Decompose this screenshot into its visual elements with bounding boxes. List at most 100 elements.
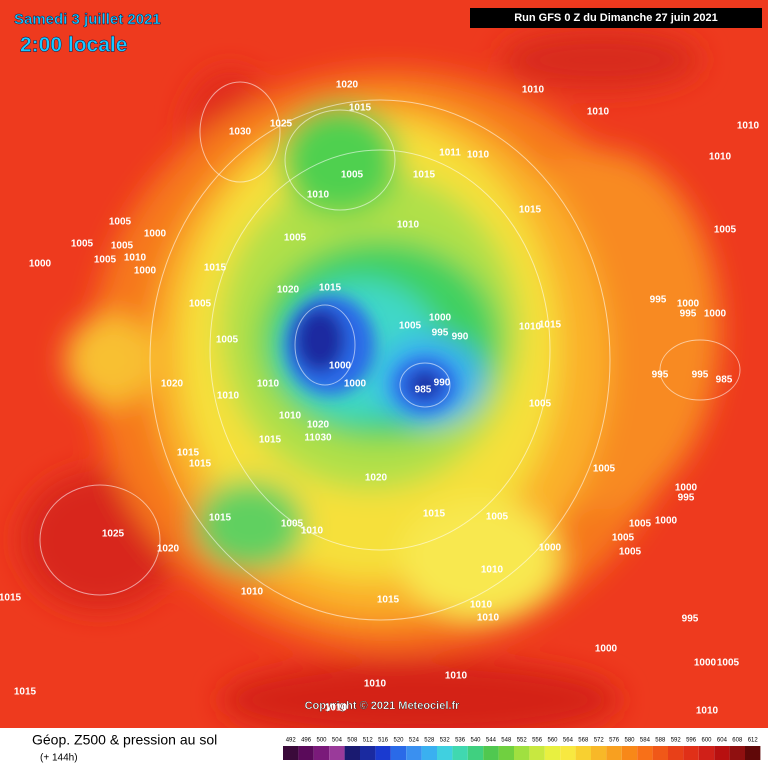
isobar-label: 1005 — [341, 170, 364, 181]
legend-tick-label: 544 — [486, 738, 497, 744]
isobar-label: 1015 — [319, 283, 342, 294]
isobar-label: 1015 — [423, 509, 446, 520]
legend-tick-label: 504 — [332, 738, 343, 744]
isobar-label: 1020 — [157, 544, 180, 555]
isobar-label: 1010 — [307, 190, 330, 201]
legend-swatch — [406, 746, 422, 760]
legend-tick-label: 604 — [717, 738, 728, 744]
isobar-label: 995 — [650, 295, 667, 306]
isobar-label: 11030 — [304, 433, 332, 444]
isobar-label: 1005 — [593, 464, 616, 475]
isobar-label: 1000 — [675, 483, 698, 494]
legend-swatch — [452, 746, 468, 760]
map-field — [0, 0, 768, 728]
legend-tick-label: 508 — [347, 738, 358, 744]
footer-title: Géop. Z500 & pression au sol — [32, 732, 217, 748]
isobar-label: 1015 — [349, 103, 372, 114]
isobar-label: 1005 — [619, 547, 642, 558]
isobar-label: 1015 — [377, 595, 400, 606]
legend-swatch — [483, 746, 499, 760]
legend-swatch — [729, 746, 745, 760]
isobar-label: 1000 — [429, 313, 452, 324]
isobar-label: 1010 — [241, 587, 264, 598]
isobar-label: 1005 — [281, 519, 304, 530]
isobar-label: 995 — [652, 370, 669, 381]
legend-swatch — [606, 746, 622, 760]
isobar-label: 1000 — [344, 379, 367, 390]
footer-subtitle: (+ 144h) — [40, 753, 78, 764]
isobar-label: 1005 — [71, 239, 94, 250]
isobar-label: 1000 — [655, 516, 678, 527]
isolines — [39, 81, 741, 621]
legend-swatch — [514, 746, 530, 760]
legend-swatch — [298, 746, 314, 760]
isobar-label: 995 — [680, 309, 697, 320]
isobar-label: 1000 — [134, 266, 157, 277]
legend-tick-label: 536 — [455, 738, 466, 744]
legend-swatch — [745, 746, 761, 760]
isobar-label: 985 — [415, 385, 432, 396]
isobar-label: 1010 — [325, 703, 348, 714]
isobar-label: 1000 — [539, 543, 562, 554]
legend-swatch — [283, 746, 299, 760]
isobar-label: 1015 — [177, 448, 200, 459]
isobar-label: 1025 — [102, 529, 125, 540]
legend-tick-label: 588 — [655, 738, 666, 744]
isobar-label: 1005 — [486, 512, 509, 523]
isobar-label: 1015 — [413, 170, 436, 181]
isobar-label: 1010 — [124, 253, 147, 264]
isobar-label: 1005 — [529, 399, 552, 410]
legend-swatch — [313, 746, 330, 760]
legend-tick-label: 560 — [547, 738, 558, 744]
isobar-label: 1005 — [94, 255, 117, 266]
legend-tick-label: 500 — [316, 738, 327, 744]
legend-tick-label: 548 — [501, 738, 512, 744]
isobar-label: 1005 — [399, 321, 422, 332]
legend-swatch — [375, 746, 391, 760]
legend-swatch — [591, 746, 607, 760]
isobar-label: 1025 — [270, 119, 293, 130]
isobar-label: 1015 — [519, 205, 542, 216]
isobar-label: 995 — [432, 328, 449, 339]
isobar-label: 1005 — [714, 225, 737, 236]
isobar-label: 1020 — [336, 80, 359, 91]
legend-swatch — [390, 746, 407, 760]
isobar-label: 1010 — [217, 391, 240, 402]
copyright: Copyright © 2021 Meteociel.fr — [305, 700, 461, 712]
isobar-label: 1010 — [257, 379, 280, 390]
legend-tick-label: 580 — [624, 738, 635, 744]
legend-tick-label: 596 — [686, 738, 697, 744]
isobar-label: 1005 — [629, 519, 652, 530]
isobar-label: 1011 — [439, 148, 461, 159]
isobar-label: 1005 — [216, 335, 239, 346]
isobar-label: 1020 — [277, 285, 300, 296]
legend-swatch — [714, 746, 730, 760]
legend-tick-label: 552 — [517, 738, 528, 744]
isobar-label: 1000 — [694, 658, 717, 669]
legend-tick-label: 540 — [470, 738, 481, 744]
isobar-label: 1010 — [477, 613, 500, 624]
legend-swatch — [575, 746, 591, 760]
isobar-label: 1010 — [470, 600, 493, 611]
legend-tick-label: 576 — [609, 738, 620, 744]
isobar-label: 1010 — [737, 121, 760, 132]
isobar-label: 1010 — [519, 322, 542, 333]
legend-tick-label: 608 — [732, 738, 743, 744]
isobar-label: 1020 — [365, 473, 388, 484]
legend-tick-label: 564 — [563, 738, 574, 744]
run-label: Run GFS 0 Z du Dimanche 27 juin 2021 — [514, 12, 718, 24]
legend-tick-label: 612 — [748, 738, 759, 744]
legend-swatch — [560, 746, 576, 760]
isobar-label: 1015 — [259, 435, 282, 446]
isobar-label: 1015 — [14, 687, 37, 698]
legend-swatch — [329, 746, 345, 760]
isobar-label: 1000 — [595, 644, 618, 655]
isobar-label: 1010 — [445, 671, 468, 682]
isobar-label: 1005 — [189, 299, 212, 310]
isobar-label: 1010 — [364, 679, 387, 690]
isobar-label: 995 — [678, 493, 695, 504]
legend-tick-label: 524 — [409, 738, 420, 744]
isobar-label: 1000 — [329, 361, 352, 372]
isobar-label: 1000 — [29, 259, 52, 270]
